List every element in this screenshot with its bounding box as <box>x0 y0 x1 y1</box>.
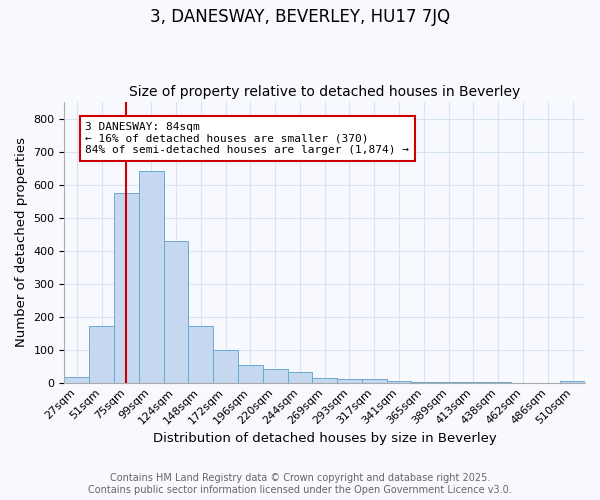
Text: Contains HM Land Registry data © Crown copyright and database right 2025.
Contai: Contains HM Land Registry data © Crown c… <box>88 474 512 495</box>
Bar <box>89 326 114 382</box>
Bar <box>263 370 287 382</box>
Title: Size of property relative to detached houses in Beverley: Size of property relative to detached ho… <box>129 86 520 100</box>
Bar <box>362 380 386 382</box>
X-axis label: Distribution of detached houses by size in Beverley: Distribution of detached houses by size … <box>153 432 497 445</box>
Bar <box>337 380 362 382</box>
Bar <box>164 240 188 382</box>
Bar <box>238 366 263 382</box>
Bar <box>114 193 139 382</box>
Y-axis label: Number of detached properties: Number of detached properties <box>15 138 28 348</box>
Bar <box>139 172 164 382</box>
Text: 3 DANESWAY: 84sqm
← 16% of detached houses are smaller (370)
84% of semi-detache: 3 DANESWAY: 84sqm ← 16% of detached hous… <box>85 122 409 155</box>
Bar <box>386 381 412 382</box>
Bar <box>287 372 313 382</box>
Bar <box>188 326 213 382</box>
Bar <box>64 376 89 382</box>
Bar <box>560 381 585 382</box>
Text: 3, DANESWAY, BEVERLEY, HU17 7JQ: 3, DANESWAY, BEVERLEY, HU17 7JQ <box>150 8 450 26</box>
Bar <box>313 378 337 382</box>
Bar <box>213 350 238 382</box>
